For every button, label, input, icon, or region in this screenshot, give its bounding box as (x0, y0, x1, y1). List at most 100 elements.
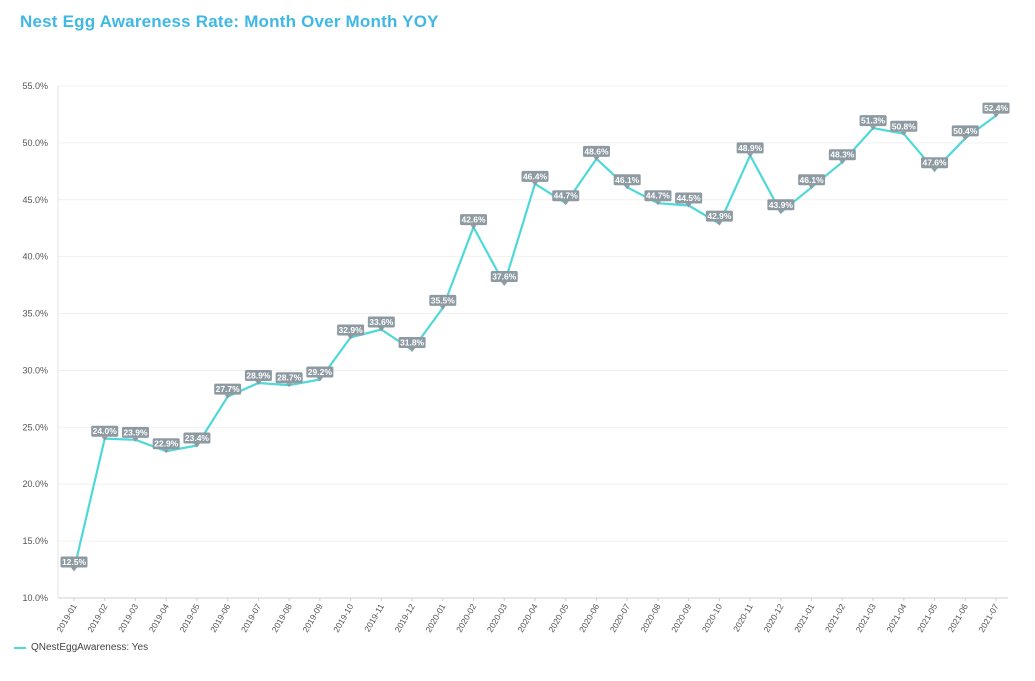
data-label: 29.2% (306, 366, 334, 382)
data-label: 24.0% (91, 425, 119, 441)
legend[interactable]: QNestEggAwareness: Yes (14, 642, 148, 653)
data-label-text: 44.5% (677, 193, 702, 203)
data-label-bg (214, 383, 242, 395)
x-tick-label: 2020-11 (731, 602, 755, 634)
data-label: 12.5% (60, 556, 88, 572)
data-label-bg (859, 115, 887, 127)
data-label: 47.6% (921, 157, 949, 173)
data-label-text: 46.4% (523, 171, 548, 181)
data-label-pointer (931, 168, 938, 173)
data-label-layer: 12.5% 24.0% 23.9% 22.9% 23.4% 27.7% 28.9% 28.7%… (60, 102, 1010, 572)
data-label-bg (244, 369, 272, 381)
data-label-text: 24.0% (93, 426, 118, 436)
data-label-pointer (900, 131, 907, 136)
data-label-pointer (470, 225, 477, 230)
data-label-pointer (163, 449, 170, 454)
data-label-pointer (747, 153, 754, 158)
data-label-bg (675, 192, 703, 204)
x-tick-label: 2020-10 (700, 602, 724, 634)
y-tick-label: 10.0% (22, 593, 48, 603)
y-tick-label: 25.0% (22, 422, 48, 432)
data-label-bg (367, 316, 395, 328)
data-label-pointer (101, 436, 108, 441)
x-tick-label: 2019-08 (270, 602, 294, 634)
data-label-bg (951, 125, 979, 137)
data-label: 42.9% (705, 210, 733, 226)
x-tick-label: 2019-09 (300, 602, 324, 634)
x-tick-label: 2019-02 (85, 602, 109, 634)
data-label: 42.6% (460, 214, 488, 230)
data-label-text: 42.6% (461, 215, 486, 225)
data-label-text: 33.6% (369, 317, 394, 327)
data-label-text: 44.7% (646, 191, 671, 201)
y-tick-label: 55.0% (22, 81, 48, 91)
data-label-pointer (562, 201, 569, 206)
data-label-pointer (409, 347, 416, 352)
x-tick-label: 2020-03 (485, 602, 509, 634)
data-label-pointer (962, 136, 969, 141)
x-tick-label: 2019-03 (116, 602, 140, 634)
data-label: 50.4% (951, 125, 979, 141)
data-label-bg (60, 556, 88, 568)
data-label-bg (798, 174, 826, 186)
chart-title: Nest Egg Awareness Rate: Month Over Mont… (20, 12, 439, 31)
data-label-pointer (286, 383, 293, 388)
y-tick-label: 40.0% (22, 252, 48, 262)
data-label: 48.3% (828, 149, 856, 165)
data-label: 37.6% (490, 270, 518, 286)
data-label: 46.1% (613, 174, 641, 190)
data-label-pointer (193, 443, 200, 448)
data-label-text: 46.1% (800, 175, 825, 185)
data-label-bg (828, 149, 856, 161)
x-tick-label: 2020-06 (577, 602, 601, 634)
data-label: 33.6% (367, 316, 395, 332)
y-tick-label: 20.0% (22, 479, 48, 489)
data-label-text: 23.4% (185, 433, 210, 443)
data-label-pointer (993, 113, 999, 118)
data-label-pointer (716, 221, 723, 226)
x-tick-label: 2019-12 (393, 602, 417, 634)
y-tick-label: 45.0% (22, 195, 48, 205)
data-label: 46.4% (521, 170, 549, 186)
data-label: 44.5% (675, 192, 703, 208)
data-label-text: 28.9% (246, 370, 271, 380)
data-label-bg (736, 142, 764, 154)
data-label-bg (275, 372, 303, 384)
data-label-pointer (439, 305, 446, 310)
data-label-bg (306, 366, 334, 378)
data-label-bg (398, 336, 426, 348)
x-tick-label: 2019-06 (208, 602, 232, 634)
data-label-pointer (132, 437, 139, 442)
data-label-text: 47.6% (922, 158, 947, 168)
x-tick-label: 2020-04 (515, 602, 539, 634)
data-label-text: 50.4% (953, 126, 978, 136)
x-tick-label: 2021-07 (976, 602, 1000, 634)
data-label: 31.8% (398, 336, 426, 352)
data-label-text: 31.8% (400, 337, 425, 347)
data-label: 48.6% (582, 145, 610, 161)
data-label: 52.4% (982, 102, 1010, 118)
x-tick-label: 2021-05 (915, 602, 939, 634)
data-label: 28.7% (275, 372, 303, 388)
data-label-text: 35.5% (431, 295, 456, 305)
x-tick-label: 2019-10 (331, 602, 355, 634)
x-tick-label: 2021-04 (884, 602, 908, 634)
data-label-bg (582, 145, 610, 157)
data-label-text: 48.6% (584, 146, 609, 156)
data-label-bg (521, 170, 549, 182)
data-label-pointer (839, 160, 846, 165)
data-label-text: 29.2% (308, 367, 333, 377)
x-tick-label: 2020-08 (638, 602, 662, 634)
data-label-text: 48.9% (738, 143, 763, 153)
data-label-bg (490, 270, 518, 282)
data-label: 28.9% (244, 369, 272, 385)
data-label-text: 28.7% (277, 373, 302, 383)
axis-layer: 10.0% 15.0% 20.0% 25.0% 30.0% 35.0% 40.0% 45.0%… (22, 81, 1008, 634)
data-label: 51.3% (859, 115, 887, 131)
data-label-bg (552, 190, 580, 202)
data-label-text: 37.6% (492, 271, 517, 281)
data-label-bg (429, 294, 457, 306)
data-label-text: 22.9% (154, 439, 179, 449)
data-label-bg (921, 157, 949, 169)
